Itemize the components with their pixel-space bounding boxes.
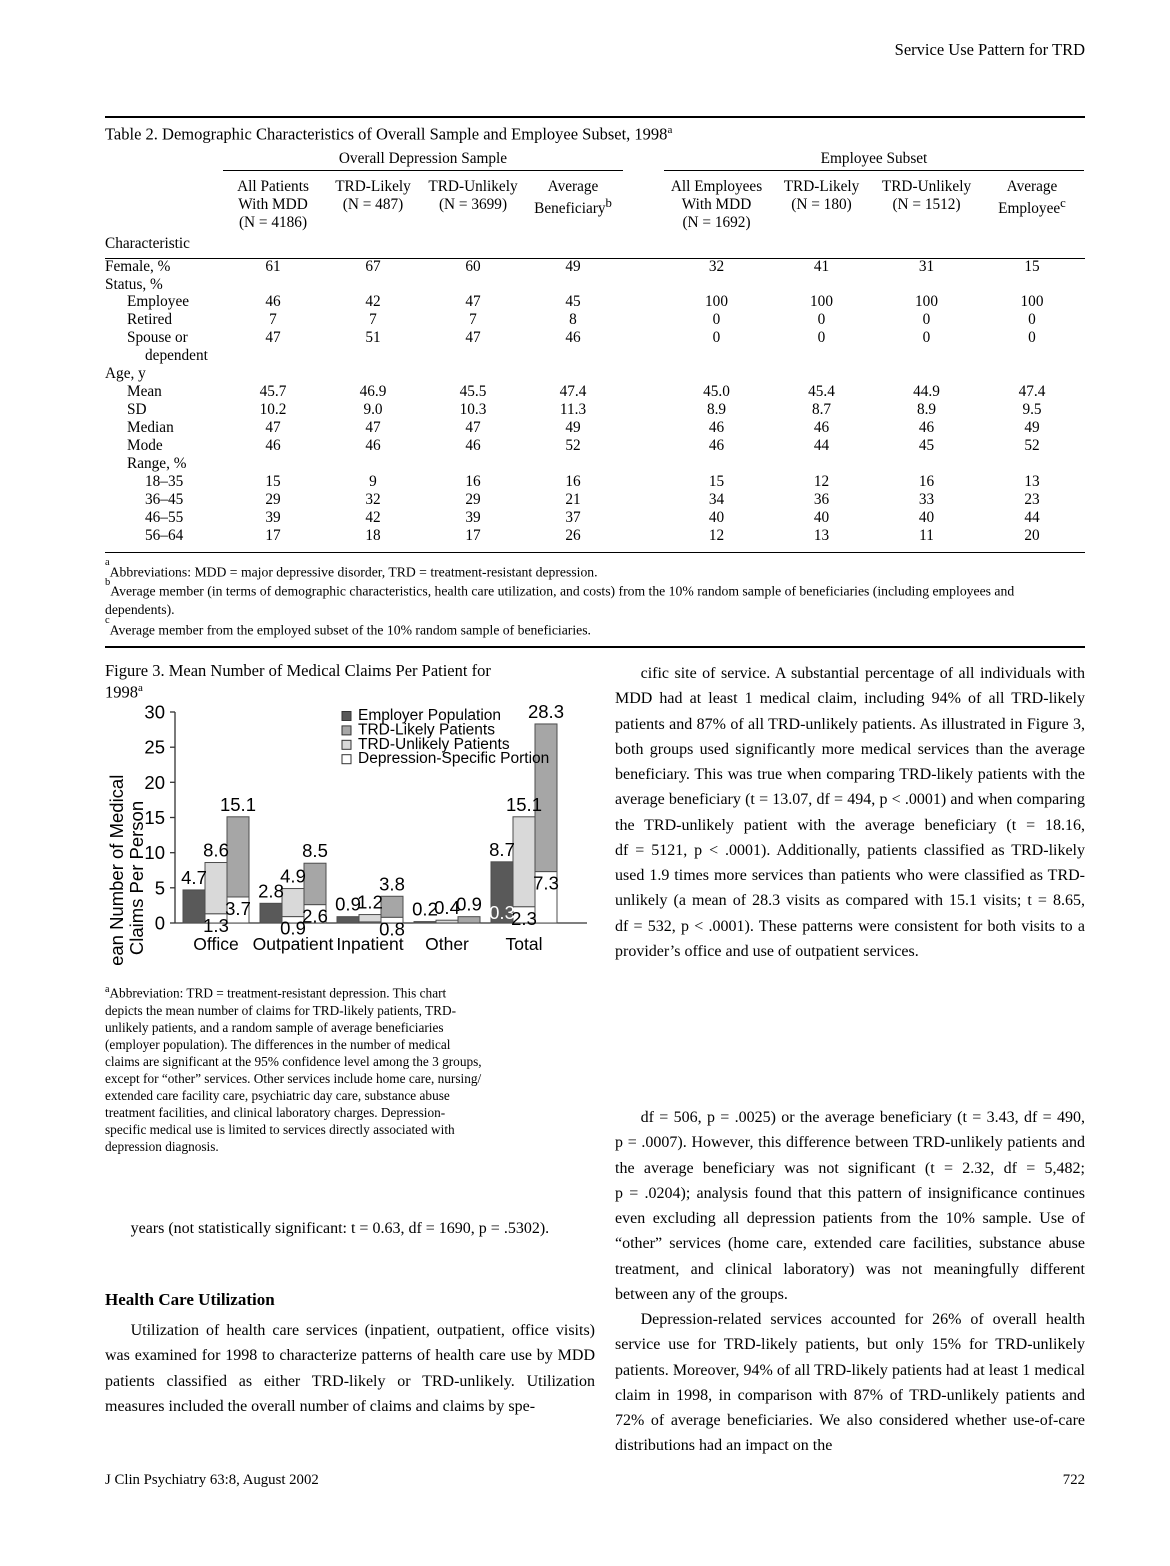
svg-text:3.7: 3.7 — [225, 898, 251, 919]
svg-text:Inpatient: Inpatient — [336, 934, 403, 954]
svg-text:4.7: 4.7 — [181, 867, 207, 888]
svg-text:0: 0 — [155, 913, 165, 934]
svg-text:Claims Per Person: Claims Per Person — [126, 801, 147, 955]
svg-text:Depression-Specific Portion: Depression-Specific Portion — [358, 751, 549, 768]
svg-text:8.5: 8.5 — [302, 841, 328, 862]
svg-text:15.1: 15.1 — [506, 794, 542, 815]
svg-text:Total: Total — [506, 934, 543, 954]
svg-text:15: 15 — [144, 807, 165, 828]
svg-text:10: 10 — [144, 843, 165, 864]
svg-text:30: 30 — [144, 705, 165, 723]
svg-text:1.2: 1.2 — [357, 892, 383, 913]
svg-text:8.7: 8.7 — [489, 839, 515, 860]
svg-text:15.1: 15.1 — [220, 794, 256, 815]
svg-text:2.3: 2.3 — [511, 908, 537, 929]
svg-text:25: 25 — [144, 737, 165, 758]
svg-text:Mean Number of Medical: Mean Number of Medical — [106, 775, 127, 965]
svg-text:8.6: 8.6 — [203, 840, 229, 861]
svg-text:28.3: 28.3 — [528, 705, 564, 722]
svg-text:0.9: 0.9 — [456, 894, 482, 915]
svg-text:Other: Other — [425, 934, 469, 954]
svg-text:3.8: 3.8 — [379, 874, 405, 895]
svg-text:Office: Office — [193, 934, 238, 954]
svg-text:20: 20 — [144, 772, 165, 793]
svg-text:4.9: 4.9 — [280, 866, 306, 887]
svg-text:Outpatient: Outpatient — [253, 934, 334, 954]
svg-text:7.3: 7.3 — [533, 873, 559, 894]
svg-text:5: 5 — [155, 878, 165, 899]
svg-text:2.6: 2.6 — [302, 906, 328, 927]
